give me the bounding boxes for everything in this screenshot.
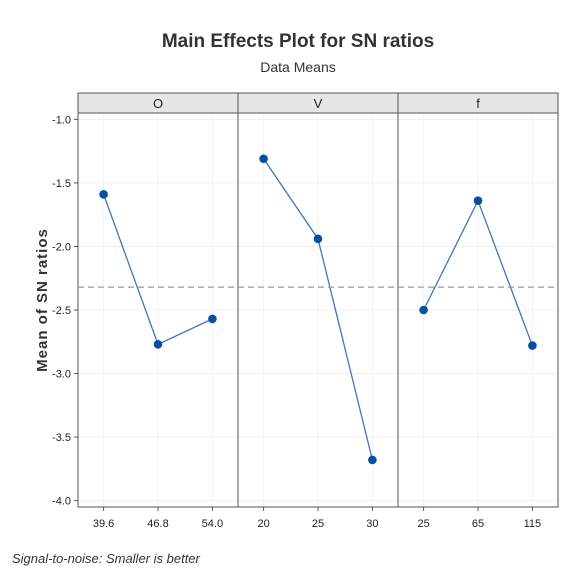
x-tick-label: 39.6 xyxy=(93,518,114,530)
y-axis-label: Mean of SN ratios xyxy=(34,228,51,372)
data-point xyxy=(313,234,323,244)
data-point xyxy=(473,196,483,205)
y-tick-label: -3.5 xyxy=(52,432,71,444)
y-tick-label: -3.0 xyxy=(52,369,71,381)
x-tick-label: 25 xyxy=(417,518,429,530)
x-tick-label: 54.0 xyxy=(202,518,223,530)
footnote: Signal-to-noise: Smaller is better xyxy=(12,551,201,566)
data-point xyxy=(153,340,163,349)
y-tick-label: -1.0 xyxy=(52,114,71,126)
data-point xyxy=(419,305,428,315)
y-tick-label: -2.0 xyxy=(52,241,71,253)
plot-area: -1.0 -1.5 -2.0 -2.5 -3.0 -3.5 -4.0 O 39.6 46.8 54.… xyxy=(52,92,559,530)
data-point xyxy=(368,455,377,465)
x-tick-label: 115 xyxy=(524,518,542,530)
x-tick-label: 30 xyxy=(366,518,378,530)
y-tick-label: -1.5 xyxy=(52,178,71,190)
x-tick-label: 20 xyxy=(257,518,269,530)
panel-factor-label: f xyxy=(476,96,480,111)
x-tick-label: 25 xyxy=(312,518,324,530)
chart-subtitle: Data Means xyxy=(260,59,335,75)
y-tick-label: -2.5 xyxy=(52,305,71,317)
data-point xyxy=(259,154,268,164)
x-tick-label: 46.8 xyxy=(147,518,168,530)
data-point xyxy=(528,341,537,350)
y-tick-label: -4.0 xyxy=(52,496,71,508)
panel-factor-label: O xyxy=(153,96,163,111)
x-tick-label: 65 xyxy=(472,518,484,530)
data-point xyxy=(99,190,108,199)
chart-title: Main Effects Plot for SN ratios xyxy=(162,31,434,52)
data-point xyxy=(208,314,217,324)
panel-factor-label: V xyxy=(314,96,323,111)
